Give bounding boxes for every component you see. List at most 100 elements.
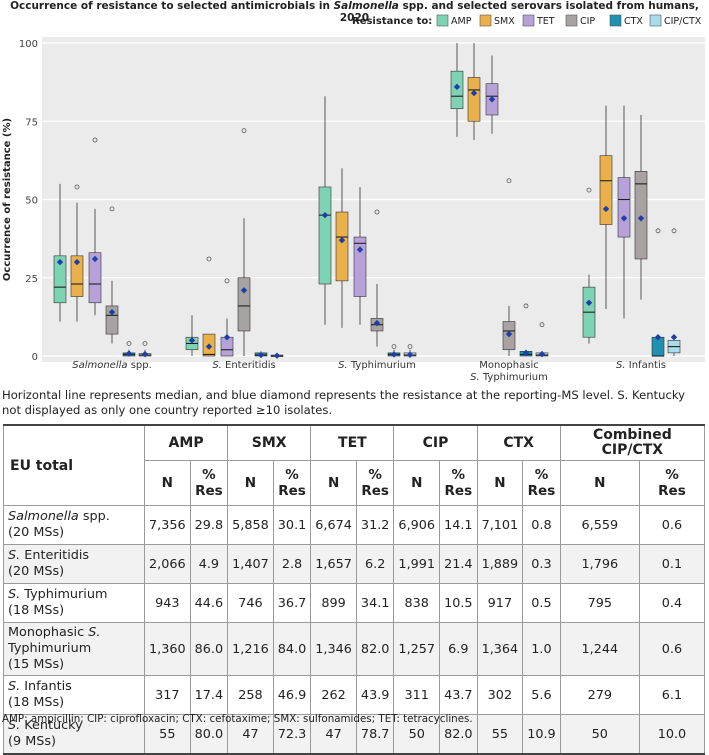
table-row: Monophasic S. Typhimurium (15 MSs) 1,360 86.… — [3, 622, 706, 676]
table-cell: 55 — [476, 714, 524, 755]
legend-swatch-amp — [436, 14, 449, 27]
y-tick-label: 100 — [19, 39, 38, 50]
legend-swatch-ctx — [609, 14, 622, 27]
table-cell: 6.2 — [355, 544, 395, 584]
table-row: S. Enteritidis (20 MSs) 2,066 4.9 1,407 2.8 1,… — [3, 544, 706, 584]
table-cell: 44.6 — [189, 583, 229, 623]
table-subheader-res: % Res — [189, 460, 229, 506]
y-tick-label: 25 — [25, 274, 38, 285]
box-smx — [467, 77, 481, 122]
mean-diamond — [620, 215, 628, 222]
mean-diamond — [223, 334, 231, 341]
legend-label: CIP — [580, 16, 595, 27]
mean-diamond — [406, 351, 414, 358]
table-cell: 1,991 — [393, 544, 441, 584]
table-group-header: Combined CIP/CTX — [559, 424, 706, 461]
table-cell: 36.7 — [272, 583, 312, 623]
mean-diamond — [338, 236, 346, 244]
box-smx — [599, 155, 613, 225]
table-cell: 2.8 — [272, 544, 312, 584]
table-cell: 4.9 — [189, 544, 229, 584]
x-group-label: Salmonella spp. — [72, 360, 152, 371]
table-cell: 2,066 — [144, 544, 191, 584]
table-row: Salmonella spp. (20 MSs) 7,356 29.8 5,858 30.… — [3, 505, 706, 545]
table-row: S. Infantis (18 MSs) 317 17.4 258 46.9 262 43.9… — [3, 675, 706, 715]
table-cell: 0.1 — [638, 544, 706, 584]
table-cell: 311 — [393, 675, 441, 715]
legend-swatch-cip-ctx — [649, 14, 662, 27]
table-cell: 1,360 — [144, 622, 191, 676]
outlier-point — [92, 137, 98, 143]
table-cell: 10.9 — [522, 714, 561, 755]
outlier-point — [407, 344, 413, 350]
legend-swatch-tet — [522, 14, 535, 27]
outlier-point — [224, 278, 230, 284]
table-group-header: TET — [310, 424, 395, 461]
table-cell: 0.3 — [522, 544, 561, 584]
table-subheader-n: N — [310, 460, 357, 506]
table-cell: 5,858 — [227, 505, 274, 545]
mean-diamond — [273, 352, 281, 359]
table-cell: 279 — [559, 675, 640, 715]
title-suffix: spp. and selected serovars isolated from… — [339, 0, 699, 24]
mean-diamond — [141, 350, 149, 358]
table-subheader-n: N — [144, 460, 191, 506]
mean-diamond — [654, 334, 662, 341]
table-group-header: AMP — [143, 424, 229, 461]
table-cell: 82.0 — [355, 622, 395, 676]
table-cell: 21.4 — [439, 544, 478, 584]
chart-title: Occurrence of resistance to selected ant… — [0, 0, 709, 24]
table-cell: 50 — [559, 714, 640, 755]
table-cell: 1,216 — [227, 622, 274, 676]
table-cell: 899 — [310, 583, 357, 623]
mean-diamond — [205, 343, 213, 350]
table-cell: 1,407 — [227, 544, 274, 584]
mean-diamond — [188, 337, 196, 344]
mean-diamond — [538, 350, 546, 358]
table-cell: 43.7 — [439, 675, 478, 715]
mean-diamond — [257, 351, 265, 359]
box-smx — [335, 211, 349, 282]
mean-diamond — [453, 83, 461, 91]
mean-diamond — [488, 96, 496, 103]
outlier-point — [74, 184, 80, 190]
title-prefix: Occurrence of resistance to selected ant… — [10, 0, 334, 12]
outlier-point — [126, 341, 132, 346]
mean-diamond — [73, 258, 81, 266]
box-smx — [70, 255, 84, 297]
table-cell: 5.6 — [522, 675, 561, 715]
mean-diamond — [637, 215, 645, 222]
table-subheader-res: % Res — [638, 460, 706, 506]
box-cip — [237, 277, 251, 332]
legend-label: TET — [536, 16, 555, 27]
legend-label: SMX — [494, 16, 515, 27]
table-cell: 0.6 — [638, 622, 706, 676]
table-cell: 6,906 — [393, 505, 441, 545]
outlier-point — [241, 128, 247, 134]
row-label: S. Infantis (18 MSs) — [3, 675, 145, 715]
table-cell: 31.2 — [355, 505, 395, 545]
table-cell: 258 — [227, 675, 274, 715]
table-cell: 1,796 — [559, 544, 640, 584]
legend-label: AMP — [451, 16, 472, 27]
table-subheader-res: % Res — [439, 460, 478, 506]
outlier-point — [391, 344, 397, 350]
table-cell: 6,674 — [310, 505, 357, 545]
table-header-eu-total: EU total — [3, 424, 145, 506]
table-subheader-n: N — [393, 460, 441, 506]
mean-diamond — [125, 350, 133, 357]
table-cell: 10.0 — [638, 714, 706, 755]
table-cell: 10.5 — [439, 583, 478, 623]
mean-diamond — [585, 299, 593, 306]
table-row: S. Typhimurium (18 MSs) 943 44.6 746 36.7 899 3… — [3, 583, 706, 623]
eu-total-table: EU total AMP SMX TET CIP CTX Combined CI… — [3, 424, 706, 755]
table-cell: 838 — [393, 583, 441, 623]
table-cell: 746 — [227, 583, 274, 623]
title-italic: Salmonella — [333, 0, 399, 12]
outlier-point — [206, 256, 212, 262]
outlier-point — [671, 228, 677, 234]
mean-diamond — [505, 330, 513, 338]
box-tet — [617, 177, 631, 238]
table-cell: 7,101 — [476, 505, 524, 545]
boxplot-chart: 0 25 50 75 100 Occurrence of resistance (%) Re… — [2, 14, 705, 383]
